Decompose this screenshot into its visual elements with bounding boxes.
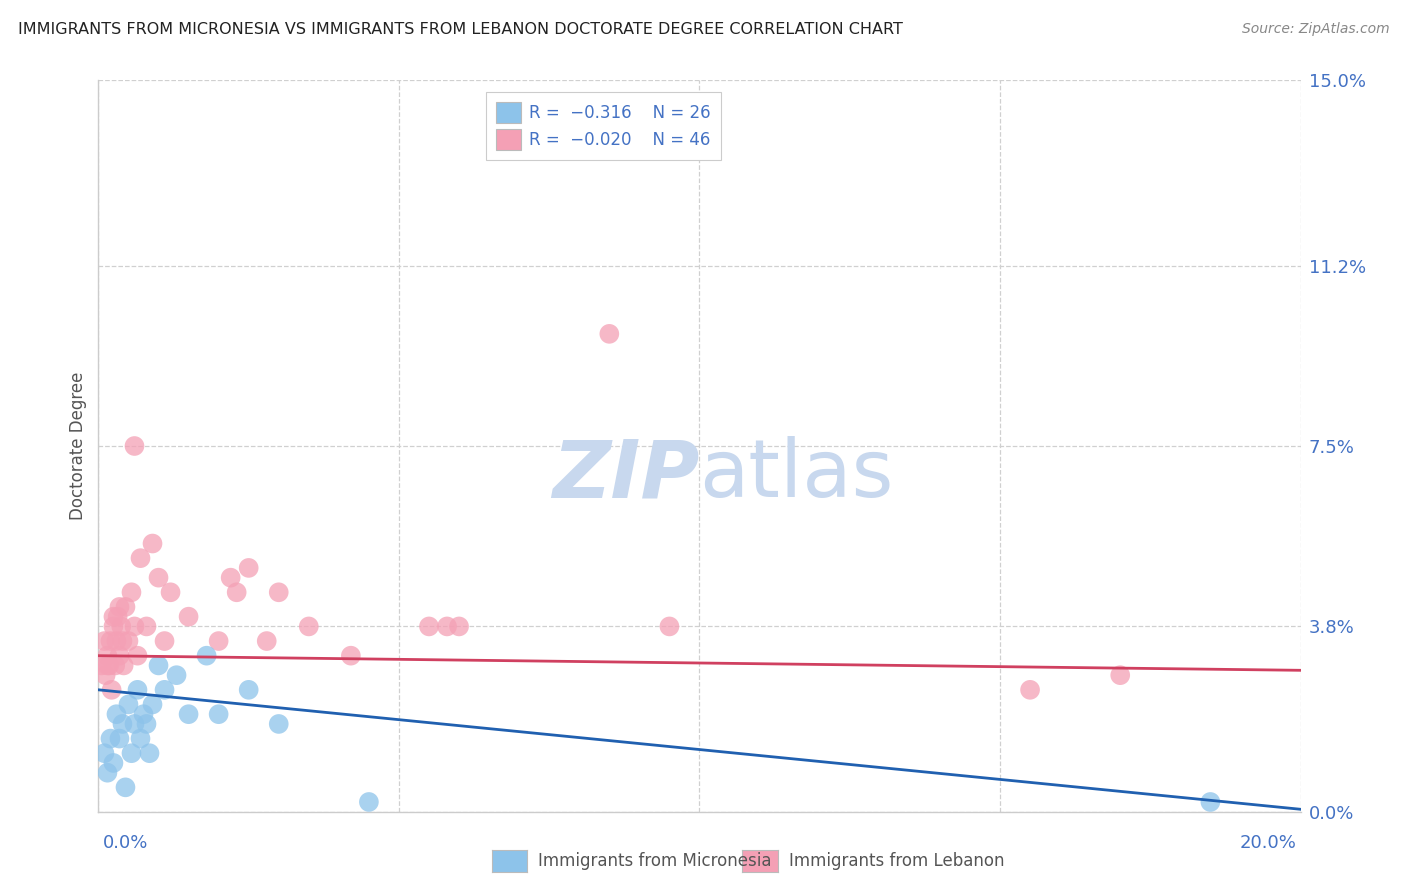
Point bbox=[153, 634, 176, 648]
Point bbox=[256, 634, 278, 648]
Point bbox=[103, 619, 125, 633]
Point bbox=[105, 634, 128, 648]
Point bbox=[195, 648, 218, 663]
Point bbox=[598, 326, 620, 341]
Point bbox=[141, 698, 163, 712]
Point bbox=[1019, 682, 1042, 697]
Point bbox=[148, 571, 170, 585]
Legend: R =  −0.316    N = 26, R =  −0.020    N = 46: R = −0.316 N = 26, R = −0.020 N = 46 bbox=[486, 92, 721, 160]
Point bbox=[103, 756, 125, 770]
Text: ZIP: ZIP bbox=[553, 436, 700, 515]
Point bbox=[129, 551, 152, 566]
Point bbox=[103, 609, 125, 624]
Text: IMMIGRANTS FROM MICRONESIA VS IMMIGRANTS FROM LEBANON DOCTORATE DEGREE CORRELATI: IMMIGRANTS FROM MICRONESIA VS IMMIGRANTS… bbox=[18, 22, 903, 37]
Point bbox=[138, 746, 160, 760]
Point bbox=[177, 609, 200, 624]
Point bbox=[117, 634, 139, 648]
Point bbox=[108, 731, 131, 746]
Point bbox=[208, 707, 231, 722]
Point bbox=[124, 619, 146, 633]
Text: atlas: atlas bbox=[700, 436, 894, 515]
Text: Immigrants from Lebanon: Immigrants from Lebanon bbox=[789, 852, 1004, 871]
Point bbox=[124, 439, 146, 453]
Point bbox=[153, 682, 176, 697]
Point bbox=[112, 658, 135, 673]
Text: 0.0%: 0.0% bbox=[103, 834, 148, 852]
Point bbox=[100, 682, 122, 697]
Point bbox=[127, 648, 149, 663]
Text: 20.0%: 20.0% bbox=[1240, 834, 1296, 852]
Point bbox=[357, 795, 380, 809]
Point bbox=[132, 707, 155, 722]
Point bbox=[159, 585, 181, 599]
Point bbox=[1199, 795, 1222, 809]
Point bbox=[108, 599, 131, 614]
Point bbox=[267, 585, 290, 599]
Point bbox=[117, 698, 139, 712]
Point bbox=[100, 634, 122, 648]
Point bbox=[418, 619, 440, 633]
Point bbox=[110, 619, 132, 633]
Point bbox=[96, 658, 118, 673]
Point bbox=[177, 707, 200, 722]
Point bbox=[238, 561, 260, 575]
Text: Immigrants from Micronesia: Immigrants from Micronesia bbox=[538, 852, 772, 871]
Point bbox=[114, 599, 136, 614]
Point bbox=[104, 658, 127, 673]
Point bbox=[129, 731, 152, 746]
Text: Source: ZipAtlas.com: Source: ZipAtlas.com bbox=[1241, 22, 1389, 37]
Point bbox=[94, 668, 117, 682]
Point bbox=[148, 658, 170, 673]
Point bbox=[105, 707, 128, 722]
Point bbox=[121, 585, 143, 599]
Point bbox=[267, 717, 290, 731]
Point bbox=[90, 658, 112, 673]
Point bbox=[96, 648, 118, 663]
Point bbox=[108, 648, 131, 663]
Point bbox=[100, 731, 122, 746]
Point bbox=[238, 682, 260, 697]
Point bbox=[114, 780, 136, 795]
Point bbox=[127, 682, 149, 697]
Point bbox=[135, 619, 157, 633]
Point bbox=[96, 765, 118, 780]
Point bbox=[208, 634, 231, 648]
Point bbox=[219, 571, 242, 585]
Point bbox=[658, 619, 681, 633]
Point bbox=[93, 634, 115, 648]
Point bbox=[98, 658, 121, 673]
Point bbox=[436, 619, 458, 633]
Point bbox=[141, 536, 163, 550]
Point bbox=[166, 668, 188, 682]
Point bbox=[298, 619, 321, 633]
Point bbox=[111, 717, 134, 731]
Point bbox=[225, 585, 247, 599]
Point bbox=[121, 746, 143, 760]
Point bbox=[124, 717, 146, 731]
Y-axis label: Doctorate Degree: Doctorate Degree bbox=[69, 372, 87, 520]
Point bbox=[1109, 668, 1132, 682]
Point bbox=[107, 609, 129, 624]
Point bbox=[340, 648, 363, 663]
Point bbox=[135, 717, 157, 731]
Point bbox=[447, 619, 470, 633]
Point bbox=[111, 634, 134, 648]
Point bbox=[93, 746, 115, 760]
